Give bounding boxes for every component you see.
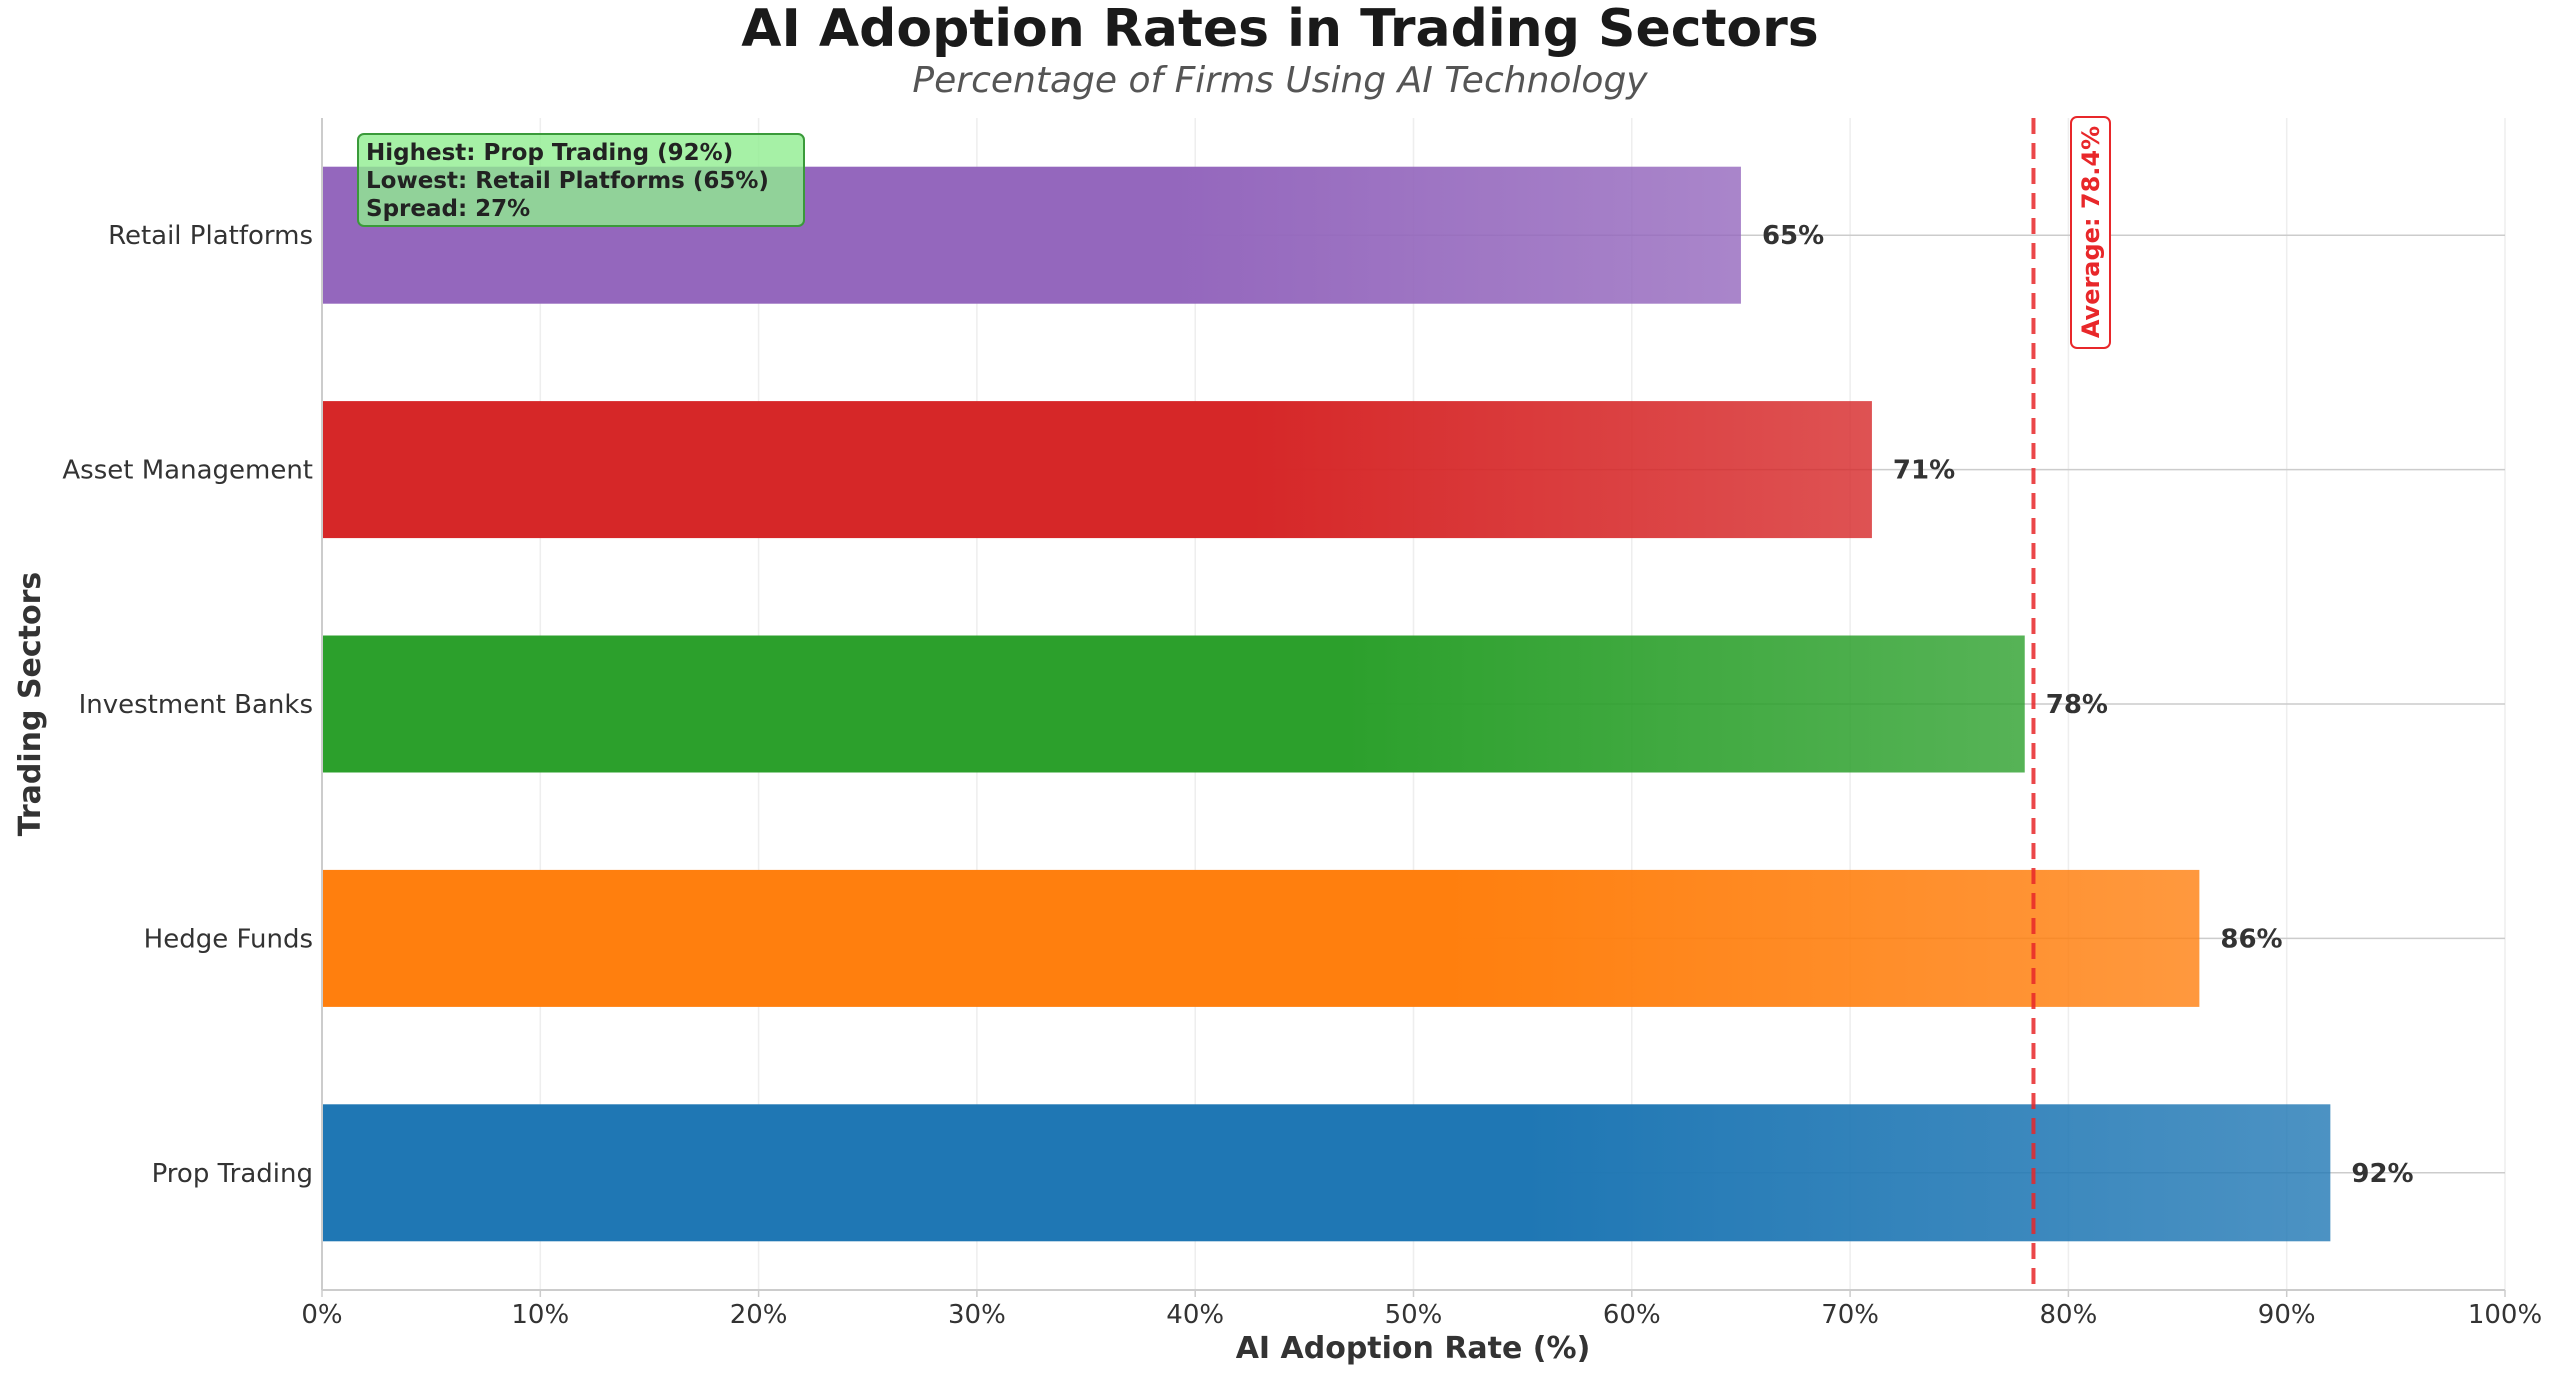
bar-prop-trading bbox=[322, 1104, 2331, 1242]
chart-subtitle: Percentage of Firms Using AI Technology bbox=[912, 60, 1648, 101]
bars: 92% 86% 78% 71% 65% bbox=[322, 166, 2414, 1242]
annotation-line-highest: Highest: Prop Trading (92%) bbox=[366, 140, 733, 166]
x-tick-label: 90% bbox=[2258, 1300, 2316, 1330]
y-axis-label: Trading Sectors bbox=[13, 572, 48, 837]
summary-annotation: Highest: Prop Trading (92%) Lowest: Reta… bbox=[357, 133, 805, 227]
bar-hedge-funds bbox=[322, 869, 2200, 1007]
y-tick-label: Prop Trading bbox=[152, 1159, 313, 1189]
x-tick-label: 0% bbox=[301, 1300, 342, 1330]
axes: 0% 10% 20% 30% 40% 50% 60% 70% 80% 90% 100% Prop Tr… bbox=[62, 118, 2542, 1330]
x-tick-label: 70% bbox=[1821, 1300, 1879, 1330]
bar-asset-management bbox=[322, 401, 1872, 539]
bar-value-label: 92% bbox=[2351, 1159, 2413, 1189]
x-tick-label: 20% bbox=[730, 1300, 788, 1330]
x-tick-label: 60% bbox=[1603, 1300, 1661, 1330]
y-tick-label: Investment Banks bbox=[79, 690, 313, 720]
annotation-box bbox=[357, 133, 805, 227]
y-tick-label: Hedge Funds bbox=[144, 924, 313, 954]
x-tick-label: 30% bbox=[948, 1300, 1006, 1330]
x-tick-label: 50% bbox=[1385, 1300, 1443, 1330]
x-tick-label: 100% bbox=[2468, 1300, 2542, 1330]
annotation-line-spread: Spread: 27% bbox=[366, 196, 530, 222]
bar-value-label: 65% bbox=[1762, 221, 1824, 251]
x-axis-label: AI Adoption Rate (%) bbox=[1236, 1331, 1591, 1366]
chart-title: AI Adoption Rates in Trading Sectors bbox=[741, 0, 1819, 59]
bar-value-label: 86% bbox=[2220, 924, 2282, 954]
average-label-box bbox=[2070, 116, 2111, 349]
bar-value-label: 78% bbox=[2046, 690, 2108, 720]
x-tick-label: 40% bbox=[1166, 1300, 1224, 1330]
y-tick-label: Asset Management bbox=[62, 456, 313, 486]
bar-investment-banks bbox=[322, 635, 2025, 773]
y-tick-label: Retail Platforms bbox=[108, 221, 313, 251]
x-tick-label: 10% bbox=[511, 1300, 569, 1330]
bar-value-label: 71% bbox=[1893, 456, 1955, 486]
average-line-group: Average: 78.4% bbox=[2031, 116, 2111, 1290]
x-tick-label: 80% bbox=[2040, 1300, 2098, 1330]
average-label: Average: 78.4% bbox=[2077, 126, 2105, 338]
annotation-line-lowest: Lowest: Retail Platforms (65%) bbox=[366, 168, 769, 194]
